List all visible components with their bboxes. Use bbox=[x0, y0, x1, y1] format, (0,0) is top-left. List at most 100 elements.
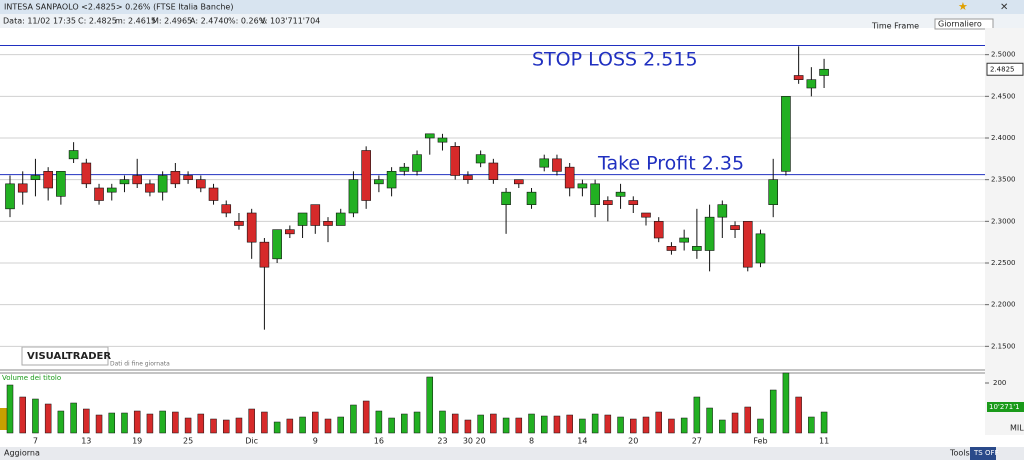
volume-bar bbox=[44, 403, 52, 434]
volume-bar bbox=[795, 396, 802, 434]
candle-body bbox=[272, 229, 282, 260]
volume-bar bbox=[642, 416, 650, 434]
info-open: A: 2.4740 bbox=[190, 17, 229, 26]
timeframe-select[interactable] bbox=[934, 18, 994, 30]
candle-body bbox=[755, 233, 766, 264]
candle-body bbox=[297, 212, 308, 226]
volume-bar bbox=[477, 414, 484, 434]
volume-bar bbox=[362, 400, 370, 434]
close-icon[interactable]: ✕ bbox=[1000, 2, 1008, 13]
candle-body bbox=[119, 179, 130, 185]
candle-body bbox=[513, 179, 524, 185]
volume-bar bbox=[630, 418, 637, 434]
candle-body bbox=[183, 175, 193, 180]
volume-bar bbox=[401, 413, 408, 434]
favorite-icon[interactable]: ★ bbox=[958, 0, 968, 13]
volume-bar bbox=[159, 410, 166, 434]
volume-bar bbox=[83, 408, 90, 434]
volume-bar bbox=[235, 417, 243, 434]
candle-body bbox=[145, 183, 155, 193]
volume-bar bbox=[108, 412, 116, 434]
candle-body bbox=[463, 175, 473, 180]
last-price-box bbox=[986, 62, 1024, 76]
candle-body bbox=[246, 212, 257, 243]
volume-bar bbox=[731, 412, 739, 434]
y-tick-label: 200 bbox=[993, 379, 1006, 387]
candle-body bbox=[552, 158, 562, 172]
ts-button[interactable] bbox=[970, 447, 996, 460]
candle-body bbox=[437, 137, 448, 143]
annotation: Take Profit 2.35 bbox=[597, 153, 744, 175]
y-tick-label: 2.1500 bbox=[991, 342, 1016, 350]
annotation: STOP LOSS 2.515 bbox=[532, 49, 698, 71]
y-tick-label: 2.3500 bbox=[991, 176, 1016, 184]
volume-bar bbox=[490, 413, 497, 434]
volume-bar bbox=[808, 416, 815, 434]
y-tick-label: 2.2000 bbox=[991, 301, 1016, 309]
volume-bar bbox=[693, 396, 701, 434]
candle-body bbox=[68, 150, 79, 160]
volume-bar bbox=[719, 419, 726, 434]
volume-bar bbox=[57, 410, 65, 434]
info-pct: %: 0.26% bbox=[228, 17, 267, 26]
logo: VISUALTRADER bbox=[27, 351, 111, 362]
candle-body bbox=[819, 68, 829, 76]
candle-body bbox=[666, 246, 677, 251]
volume-bar bbox=[299, 416, 306, 434]
tools-button[interactable]: Tools bbox=[949, 449, 970, 458]
info-volume: V: 103'711'704 bbox=[260, 17, 320, 26]
candle-body bbox=[196, 179, 206, 189]
candle-body bbox=[170, 171, 181, 185]
volume-bar bbox=[146, 413, 154, 434]
x-tick-label: 20 bbox=[628, 437, 638, 446]
timeframe-label: Time Frame bbox=[871, 22, 919, 31]
candle-body bbox=[43, 171, 53, 189]
candle-body bbox=[399, 166, 410, 172]
candle-body bbox=[628, 200, 639, 205]
volume-bar bbox=[413, 411, 421, 434]
volume-bar bbox=[617, 416, 624, 434]
x-tick-label: 14 bbox=[577, 437, 587, 446]
x-tick-label: 16 bbox=[374, 437, 384, 446]
x-tick-label: 27 bbox=[692, 437, 702, 446]
title-bar bbox=[0, 0, 1024, 14]
candle-body bbox=[781, 96, 791, 172]
candle-body bbox=[285, 229, 295, 235]
candle-body bbox=[221, 204, 232, 214]
volume-title: Volume dei titolo bbox=[2, 374, 61, 382]
status-bar bbox=[0, 447, 1024, 460]
x-tick-label: 7 bbox=[33, 437, 38, 446]
info-date: Data: 11/02 17:35 bbox=[3, 17, 76, 26]
x-tick-label: Feb bbox=[753, 437, 767, 446]
candle-body bbox=[106, 187, 117, 193]
candle-body bbox=[335, 212, 346, 226]
logo-box bbox=[21, 346, 109, 366]
market-label: MIL bbox=[1010, 424, 1024, 433]
volume-bar bbox=[388, 417, 395, 434]
candle-body bbox=[56, 171, 66, 197]
volume-bar bbox=[210, 418, 217, 434]
candle-body bbox=[488, 162, 499, 180]
refresh-button[interactable]: Aggiorna bbox=[4, 449, 40, 458]
candle-body bbox=[94, 187, 104, 201]
volume-bar bbox=[121, 412, 128, 434]
volume-bar bbox=[540, 415, 548, 434]
x-tick-label: Dic bbox=[245, 437, 258, 446]
volume-bar bbox=[769, 389, 777, 434]
candle-body bbox=[17, 183, 28, 193]
candle-body bbox=[717, 204, 728, 218]
candle-body bbox=[730, 225, 740, 230]
info-bar bbox=[0, 14, 1024, 28]
volume-bar bbox=[312, 411, 319, 434]
volume-bar bbox=[261, 411, 268, 434]
plot: 2.1500 2.2000 2.2500 2.3000 2.3500 2.4000 2.45… bbox=[0, 45, 1024, 446]
candle-body bbox=[577, 183, 588, 189]
volume-bar bbox=[6, 384, 14, 434]
volume-bar bbox=[515, 417, 523, 434]
volume-bar bbox=[337, 416, 344, 434]
volume-bar bbox=[464, 419, 472, 434]
candle-body bbox=[641, 212, 651, 218]
volume-bar bbox=[668, 418, 675, 434]
volume-bar bbox=[566, 414, 573, 434]
